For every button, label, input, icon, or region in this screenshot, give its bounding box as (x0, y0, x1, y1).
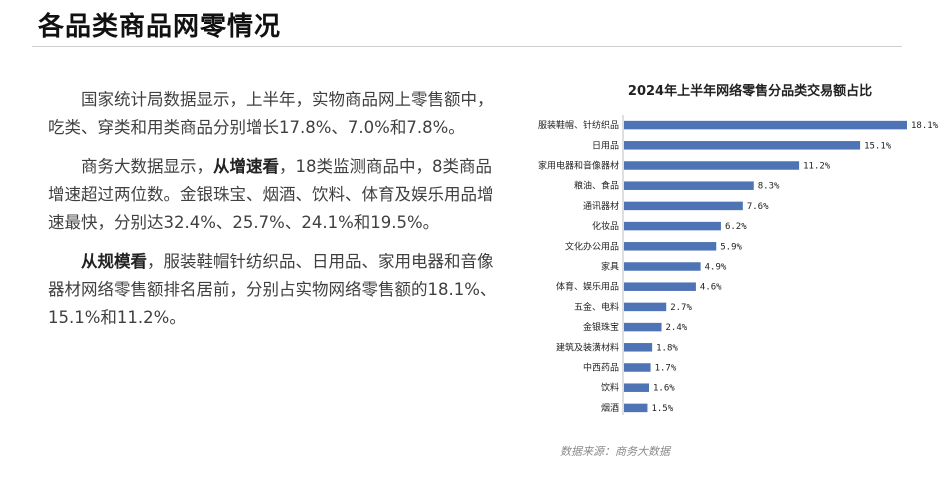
value-label: 2.7% (670, 303, 692, 313)
paragraph-3-body: ，服装鞋帽针纺织品、日用品、家用电器和音像器材网络零售额排名居前，分别占实物网络… (48, 252, 497, 327)
paragraph-2: 商务大数据显示，从增速看，18类监测商品中，8类商品增速超过两位数。金银珠宝、烟… (48, 153, 504, 237)
bar (624, 383, 650, 392)
paragraph-1: 国家统计局数据显示，上半年，实物商品网上零售额中，吃类、穿类和用类商品分别增长1… (48, 86, 504, 142)
paragraph-3-emphasis: 从规模看 (81, 252, 147, 271)
value-label: 15.1% (864, 141, 892, 151)
category-label: 文化办公用品 (565, 240, 619, 252)
category-label: 家用电器和音像器材 (538, 160, 619, 172)
category-label: 家具 (601, 261, 619, 273)
category-label: 服装鞋帽、针纺织品 (538, 119, 619, 131)
paragraph-2-emphasis: 从增速看 (213, 157, 279, 176)
bar (624, 403, 648, 413)
category-label: 饮料 (601, 382, 619, 394)
category-label: 五金、电料 (574, 301, 619, 313)
bar (624, 181, 754, 190)
value-label: 2.4% (666, 323, 688, 333)
bar (624, 120, 907, 130)
paragraph-3: 从规模看，服装鞋帽针纺织品、日用品、家用电器和音像器材网络零售额排名居前，分别占… (48, 248, 504, 332)
category-label: 金银珠宝 (583, 321, 619, 333)
page-title: 各品类商品网零情况 (38, 12, 282, 42)
value-label: 1.6% (653, 384, 675, 394)
category-label: 烟酒 (601, 402, 619, 414)
title-divider (32, 46, 902, 47)
bar (624, 262, 701, 271)
value-label: 11.2% (803, 162, 831, 172)
bar (624, 242, 717, 251)
category-label: 日用品 (592, 140, 619, 151)
paragraph-2-body: ，18类监测商品中，8类商品增速超过两位数。金银珠宝、烟酒、饮料、体育及娱乐用品… (48, 157, 494, 232)
value-label: 1.7% (655, 364, 677, 374)
value-label: 18.1% (911, 121, 939, 131)
category-label: 体育、娱乐用品 (556, 281, 619, 293)
bar (624, 322, 662, 332)
bar (624, 161, 800, 170)
value-label: 5.9% (720, 242, 742, 252)
bar (624, 201, 743, 211)
bar (624, 221, 721, 231)
text-column: 国家统计局数据显示，上半年，实物商品网上零售额中，吃类、穿类和用类商品分别增长1… (48, 86, 504, 343)
category-label: 粮油、食品 (574, 180, 619, 192)
value-label: 7.6% (747, 202, 769, 212)
bar (624, 282, 696, 291)
value-label: 1.5% (651, 404, 673, 414)
bar (624, 302, 667, 312)
category-label: 化妆品 (592, 220, 619, 232)
bar-group: 服装鞋帽、针纺织品 18.1% 日用品 15.1% 家用电器和音像器材 11.2% 粮油、食… (538, 119, 939, 414)
category-label: 建筑及装潢材料 (556, 341, 619, 353)
value-label: 4.6% (700, 283, 722, 293)
category-label: 通讯器材 (583, 200, 619, 212)
chart-title: 2024年上半年网络零售分品类交易额占比 (627, 84, 873, 99)
bar (624, 363, 651, 372)
category-label: 中西药品 (583, 362, 619, 374)
paragraph-2-lead: 商务大数据显示， (81, 157, 213, 176)
paragraph-1-text: 国家统计局数据显示，上半年，实物商品网上零售额中，吃类、穿类和用类商品分别增长1… (48, 90, 494, 137)
value-label: 1.8% (656, 343, 678, 353)
bar (624, 343, 653, 352)
value-label: 8.3% (758, 182, 780, 192)
bar (624, 141, 861, 150)
value-label: 4.9% (705, 263, 727, 273)
value-label: 6.2% (725, 222, 747, 232)
data-source-note: 数据来源：商务大数据 (560, 445, 670, 458)
bar-chart: 服装鞋帽、针纺织品 18.1% 日用品 15.1% 家用电器和音像器材 11.2% 粮油、食… (538, 115, 939, 415)
